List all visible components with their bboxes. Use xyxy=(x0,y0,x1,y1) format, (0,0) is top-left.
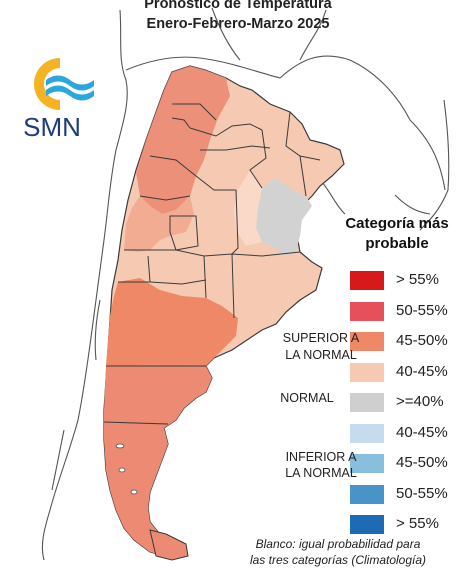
cuyo-zone xyxy=(124,196,194,252)
legend-title-line2: probable xyxy=(365,235,429,252)
legend-swatch xyxy=(350,515,384,534)
legend-title-line1: Categoría más xyxy=(345,215,449,232)
legend-label: > 55% xyxy=(396,271,439,288)
normal-zone xyxy=(256,178,312,256)
pale-zone xyxy=(234,170,262,246)
map-title-line2: Enero-Febrero-Marzo 2025 xyxy=(146,16,330,32)
neighbor-borders xyxy=(41,7,450,561)
inferior-label-line2: LA NORMAL xyxy=(285,466,357,480)
legend-label: 45-50% xyxy=(396,454,448,471)
tierra-del-fuego-zone xyxy=(149,529,189,561)
legend-swatch xyxy=(350,362,384,382)
lakes xyxy=(115,443,138,495)
legend-swatch xyxy=(350,271,384,290)
smn-logo-icon xyxy=(34,58,94,110)
legend-label: 40-45% xyxy=(396,362,448,380)
northwest-zone xyxy=(136,66,230,214)
map-title-line1: Pronóstico de Temperatura xyxy=(144,0,332,12)
legend-label: 50-55% xyxy=(396,301,448,319)
legend-swatch xyxy=(350,332,384,351)
legend-swatch xyxy=(350,393,384,412)
province-borders xyxy=(103,103,321,425)
legend-swatch xyxy=(350,301,384,321)
footnote-line2: las tres categorías (Climatología) xyxy=(249,553,427,567)
footnote-line1: Blanco: igual probabilidad para xyxy=(255,537,421,551)
anomaly-zones xyxy=(104,66,312,561)
legend-label: 50-55% xyxy=(396,484,448,502)
patagonia-south-zone xyxy=(104,364,212,556)
smn-logo-text: SMN xyxy=(23,112,81,142)
legend-swatch xyxy=(350,454,384,473)
patagonia-north-zone xyxy=(106,278,238,366)
legend-label: 45-50% xyxy=(396,332,448,349)
inferior-label-line1: INFERIOR A xyxy=(285,450,357,464)
legend-swatch xyxy=(350,423,384,443)
normal-label: NORMAL xyxy=(280,391,334,405)
superior-label-line1: SUPERIOR A xyxy=(282,331,360,345)
superior-label-line2: LA NORMAL xyxy=(285,348,357,362)
legend-swatch xyxy=(350,484,384,504)
legend-label: > 55% xyxy=(396,515,439,532)
legend-label: 40-45% xyxy=(396,423,448,441)
legend-label: >=40% xyxy=(396,393,444,410)
